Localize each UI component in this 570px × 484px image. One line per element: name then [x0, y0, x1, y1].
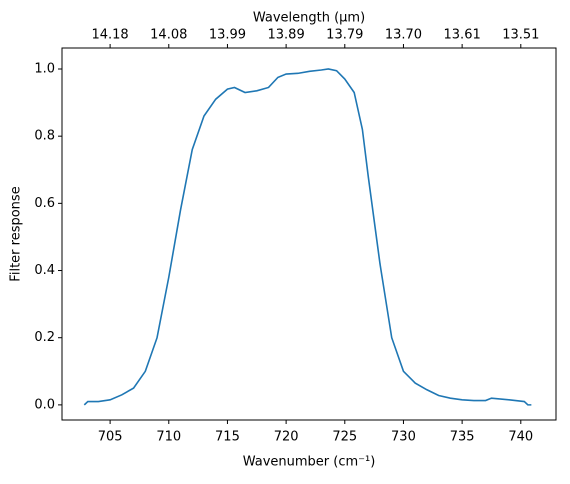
x-tick-label: 725: [332, 430, 357, 445]
y-tick-label: 0.2: [34, 330, 55, 345]
x2-tick-label: 13.61: [444, 28, 481, 43]
x2-tick-label: 13.79: [326, 28, 363, 43]
x-tick-label: 705: [98, 430, 123, 445]
x2-tick-label: 13.70: [385, 28, 422, 43]
y-tick-label: 0.8: [34, 129, 55, 144]
x2-tick-label: 13.51: [502, 28, 539, 43]
x2-axis-label: Wavelength (μm): [253, 11, 365, 26]
x-tick-label: 730: [391, 430, 416, 445]
data-line: [83, 68, 532, 406]
x-tick-label: 720: [274, 430, 299, 445]
x2-tick-label: 14.18: [91, 28, 128, 43]
y-tick-label: 0.0: [34, 397, 55, 412]
x2-tick-label: 13.89: [268, 28, 305, 43]
y-tick-label: 0.6: [34, 196, 55, 211]
x-axis-label: Wavenumber (cm⁻¹): [243, 455, 376, 470]
x-tick-label: 715: [215, 430, 240, 445]
x-tick-label: 735: [450, 430, 475, 445]
y-tick-label: 0.4: [34, 263, 55, 278]
plot-frame: [61, 47, 557, 421]
x2-tick-label: 13.99: [209, 28, 246, 43]
x-tick-label: 740: [508, 430, 533, 445]
x2-tick-label: 14.08: [150, 28, 187, 43]
y-tick-label: 1.0: [34, 61, 55, 76]
x-tick-label: 710: [156, 430, 181, 445]
y-axis-label: Filter response: [9, 186, 24, 281]
